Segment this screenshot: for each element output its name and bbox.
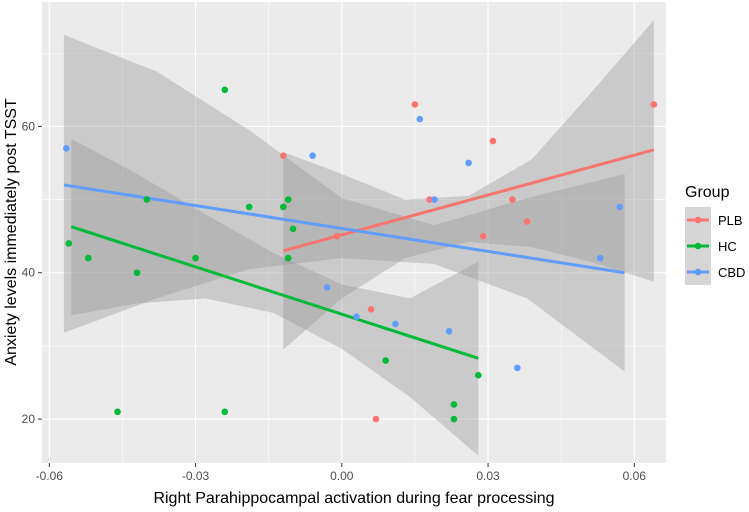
- data-point-cbd: [309, 152, 316, 159]
- data-point-plb: [411, 101, 419, 108]
- data-point-plb: [489, 137, 497, 145]
- y-tick-label: 60: [22, 119, 36, 133]
- data-point-cbd: [616, 203, 623, 211]
- data-point-cbd: [465, 159, 472, 167]
- data-point-plb: [333, 232, 341, 240]
- data-point-cbd: [416, 115, 424, 123]
- data-point-plb: [523, 218, 531, 225]
- data-point-hc: [280, 203, 287, 211]
- data-point-plb: [367, 306, 375, 313]
- data-point-hc: [114, 408, 121, 416]
- gridlines: [42, 2, 666, 463]
- data-point-plb: [650, 101, 658, 108]
- data-point-hc: [85, 254, 92, 262]
- x-tick-label: -0.06: [36, 469, 64, 483]
- data-point-plb: [372, 415, 380, 423]
- data-point-hc: [382, 357, 389, 364]
- data-point-hc: [284, 254, 292, 262]
- data-point-hc: [192, 254, 199, 262]
- fit-line-cbd: [63, 183, 625, 275]
- legend-label-hc: HC: [718, 239, 737, 254]
- legend-title: Group: [685, 184, 730, 201]
- data-point-plb: [509, 196, 516, 203]
- data-point-hc: [245, 203, 253, 211]
- legend-label-plb: PLB: [718, 213, 743, 228]
- x-axis-title: Right Parahippocampal activation during …: [153, 490, 554, 507]
- data-points: [63, 86, 658, 423]
- data-point-cbd: [392, 320, 399, 328]
- legend-dot-plb: [694, 216, 702, 224]
- y-axis-title: Anxiety levels immediately post TSST: [3, 98, 20, 366]
- data-point-hc: [143, 196, 151, 203]
- legend-dot-cbd: [694, 268, 702, 276]
- data-point-cbd: [323, 284, 331, 291]
- data-point-cbd: [596, 254, 604, 262]
- data-point-plb: [426, 196, 433, 203]
- data-point-hc: [221, 86, 229, 94]
- legend-label-cbd: CBD: [718, 265, 745, 280]
- y-tick-label: 40: [22, 266, 36, 280]
- x-tick-label: 0.06: [623, 469, 647, 483]
- legend-dot-hc: [694, 242, 702, 250]
- data-point-cbd: [445, 327, 453, 335]
- data-point-hc: [133, 269, 141, 277]
- regression-lines: [63, 148, 655, 360]
- data-point-plb: [280, 152, 287, 159]
- confidence-band-cbd: [63, 34, 625, 372]
- x-tick-label: 0.00: [330, 469, 354, 483]
- x-tick-label: 0.03: [476, 469, 500, 483]
- fit-line-plb: [282, 148, 655, 253]
- data-point-hc: [65, 240, 73, 247]
- data-point-plb: [479, 232, 487, 240]
- data-point-cbd: [353, 313, 360, 320]
- data-point-cbd: [431, 196, 438, 203]
- data-point-hc: [289, 225, 297, 233]
- data-point-cbd: [514, 364, 521, 372]
- confidence-bands: [63, 20, 654, 456]
- data-point-cbd: [63, 145, 70, 152]
- y-tick-label: 20: [22, 412, 36, 426]
- legend: Group PLB HC CBD: [685, 184, 745, 285]
- data-point-hc: [450, 401, 458, 408]
- data-point-hc: [221, 408, 229, 416]
- data-point-hc: [450, 415, 458, 423]
- data-point-hc: [475, 371, 482, 379]
- confidence-band-hc: [71, 138, 479, 456]
- axis-ticks: -0.06 -0.03 0.00 0.03 0.06 20 40 60: [22, 119, 647, 483]
- confidence-band-plb: [283, 20, 654, 350]
- x-tick-label: -0.03: [182, 469, 210, 483]
- data-point-hc: [284, 196, 292, 203]
- fit-line-hc: [70, 225, 479, 360]
